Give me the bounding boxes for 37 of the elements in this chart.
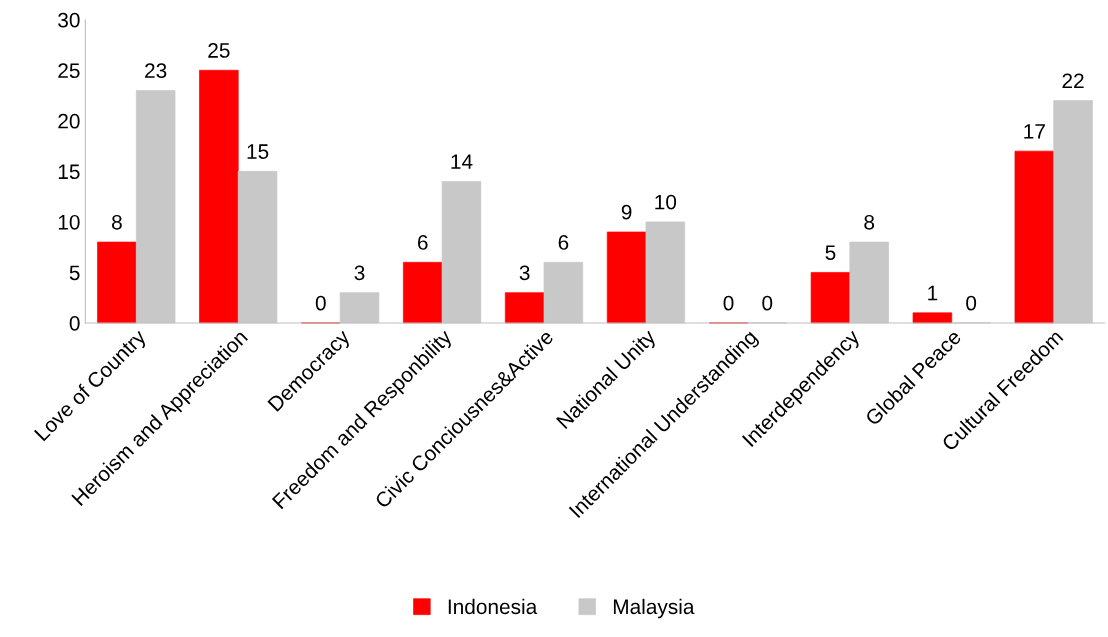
data-label: 23 <box>145 63 167 79</box>
data-label: 15 <box>247 144 269 159</box>
data-label: 0 <box>762 295 773 311</box>
y-tick-label: 10 <box>58 214 80 230</box>
y-tick-label: 15 <box>58 164 80 180</box>
bar <box>810 272 851 324</box>
legend-label: Malaysia <box>613 598 695 619</box>
bar <box>606 231 647 324</box>
data-label: 5 <box>825 245 836 260</box>
data-label: 0 <box>315 295 326 311</box>
data-label: 9 <box>621 204 632 220</box>
data-label: 17 <box>1024 124 1045 139</box>
bar <box>199 69 239 324</box>
data-label: 6 <box>417 235 428 250</box>
data-label: 14 <box>451 154 473 169</box>
bar <box>403 261 443 324</box>
bar <box>97 241 137 324</box>
bar <box>504 292 545 324</box>
data-label: 22 <box>1062 73 1084 88</box>
y-tick-label: 25 <box>58 63 80 79</box>
data-label: 8 <box>864 214 875 230</box>
data-label: 8 <box>112 214 122 230</box>
y-tick-label: 30 <box>58 12 80 28</box>
y-tick-label: 0 <box>69 315 80 331</box>
data-label: 3 <box>519 265 530 281</box>
data-label: 3 <box>354 265 365 281</box>
y-tick-label: 5 <box>69 265 80 281</box>
data-label: 1 <box>928 285 938 301</box>
bar <box>1014 150 1055 324</box>
data-label: 25 <box>208 43 230 58</box>
legend-label: Indonesia <box>448 598 538 615</box>
data-label: 0 <box>723 295 734 311</box>
y-tick-label: 20 <box>58 113 80 129</box>
data-label: 0 <box>966 295 977 311</box>
bar <box>912 312 953 324</box>
data-label: 10 <box>655 194 677 210</box>
data-label: 6 <box>558 235 569 250</box>
